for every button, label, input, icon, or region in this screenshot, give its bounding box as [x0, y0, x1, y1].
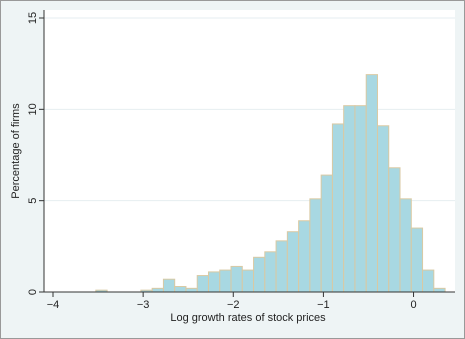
- bar: [422, 269, 435, 293]
- y-tick-label: 0: [27, 289, 39, 295]
- x-tick-label: −3: [137, 299, 150, 311]
- bar: [219, 269, 232, 293]
- y-tick-label: 10: [27, 103, 39, 115]
- bar: [230, 265, 243, 293]
- bar: [388, 167, 401, 293]
- bar: [320, 174, 333, 293]
- bar: [151, 287, 164, 293]
- bar: [399, 198, 412, 293]
- bar: [365, 74, 378, 293]
- x-axis-title: Log growth rates of stock prices: [170, 312, 326, 324]
- bar: [241, 269, 255, 293]
- bar: [354, 105, 367, 293]
- x-tick-label: 0: [410, 299, 416, 311]
- bar: [286, 231, 300, 293]
- bar: [185, 287, 198, 293]
- bar: [174, 286, 187, 293]
- bar: [275, 240, 288, 293]
- y-tick-label: 15: [27, 12, 39, 24]
- bar: [207, 271, 221, 293]
- bar: [376, 125, 390, 293]
- bar: [309, 198, 322, 293]
- bar: [298, 220, 311, 293]
- bar: [343, 105, 356, 293]
- bar: [410, 227, 424, 293]
- x-tick-label: −4: [47, 299, 60, 311]
- y-axis-title: Percentage of firms: [10, 103, 22, 199]
- x-tick-label: −2: [227, 299, 240, 311]
- bar: [433, 287, 446, 293]
- bar: [264, 251, 277, 293]
- bar: [331, 123, 345, 293]
- x-tick-label: −1: [317, 299, 330, 311]
- bar: [196, 275, 209, 293]
- bar: [162, 278, 176, 293]
- bar: [253, 256, 266, 293]
- y-tick-label: 5: [27, 198, 39, 204]
